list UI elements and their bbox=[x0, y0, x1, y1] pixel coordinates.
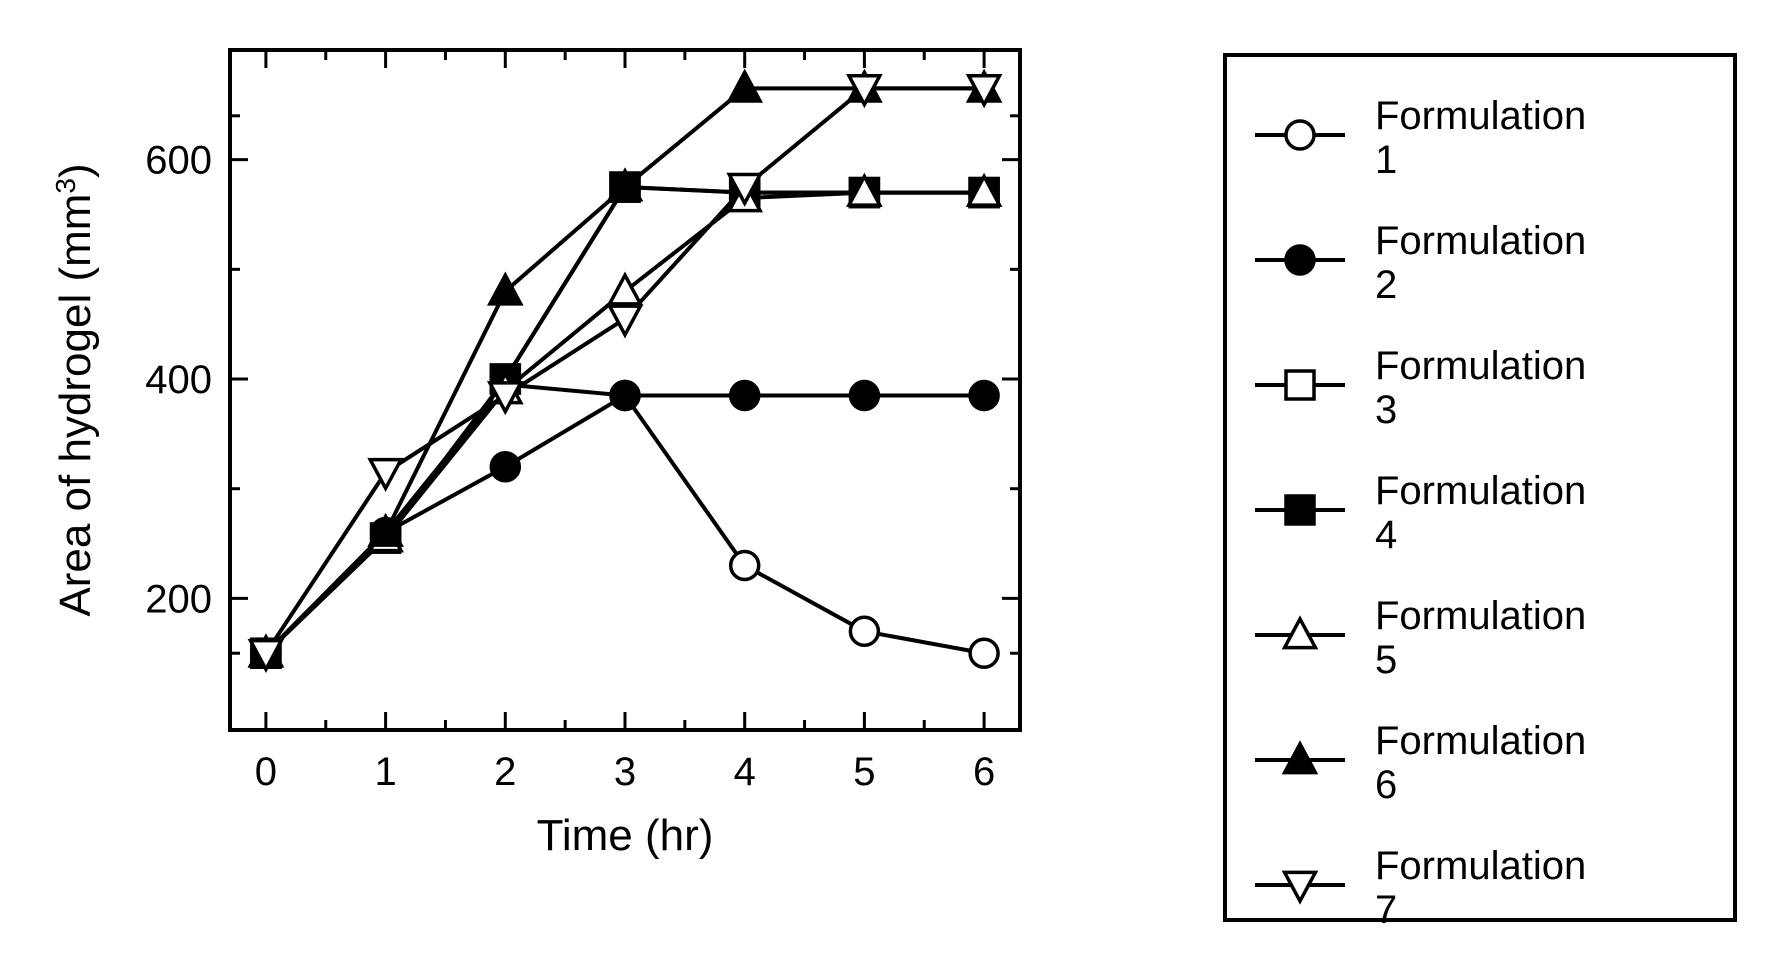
circle-filled-icon bbox=[731, 381, 759, 409]
xtick-label: 2 bbox=[494, 750, 516, 794]
chart-svg: 0 1 2 3 4 5 6 200 400 600 Time (hr) Area of hydroge… bbox=[0, 0, 1784, 970]
legend-group: Formulation1Formulation2Formulation3Form… bbox=[1255, 94, 1586, 932]
triangle-down-open-icon bbox=[610, 306, 641, 335]
series-line bbox=[266, 193, 984, 654]
legend-label-line1: Formulation bbox=[1375, 594, 1586, 638]
series-f5 bbox=[251, 176, 1000, 665]
chart-container: 0 1 2 3 4 5 6 200 400 600 Time (hr) Area of hydroge… bbox=[0, 0, 1784, 970]
xtick-label: 3 bbox=[614, 750, 636, 794]
square-filled-icon bbox=[1286, 496, 1314, 524]
circle-filled-icon bbox=[491, 453, 519, 481]
circle-filled-icon bbox=[850, 381, 878, 409]
xtick-label: 1 bbox=[374, 750, 396, 794]
triangle-down-open-icon bbox=[370, 460, 401, 489]
legend-label-line1: Formulation bbox=[1375, 344, 1586, 388]
xtick-label: 0 bbox=[255, 750, 277, 794]
legend-label-line1: Formulation bbox=[1375, 219, 1586, 263]
legend-label-line1: Formulation bbox=[1375, 719, 1586, 763]
circle-open-icon bbox=[1286, 121, 1314, 149]
legend-label-line2: 1 bbox=[1375, 138, 1397, 182]
legend-label-line2: 7 bbox=[1375, 888, 1397, 932]
circle-open-icon bbox=[850, 617, 878, 645]
circle-open-icon bbox=[731, 551, 759, 579]
xtick-label: 5 bbox=[853, 750, 875, 794]
legend-label-line2: 5 bbox=[1375, 638, 1397, 682]
ytick-label: 400 bbox=[145, 358, 212, 402]
series-f4 bbox=[252, 173, 998, 667]
legend-label-line2: 4 bbox=[1375, 513, 1397, 557]
series-f1 bbox=[252, 371, 998, 668]
triangle-up-open-icon bbox=[610, 275, 641, 304]
y-axis-label: Area of hydrogel (mm3) bbox=[50, 163, 101, 616]
ytick-label: 200 bbox=[145, 577, 212, 621]
xtick-label: 6 bbox=[973, 750, 995, 794]
circle-filled-icon bbox=[611, 381, 639, 409]
y-axis-label-group: Area of hydrogel (mm3) bbox=[50, 163, 101, 616]
ytick-label: 600 bbox=[145, 139, 212, 183]
legend-label-line1: Formulation bbox=[1375, 844, 1586, 888]
legend-label-line2: 2 bbox=[1375, 263, 1397, 307]
circle-open-icon bbox=[970, 639, 998, 667]
legend-label-line1: Formulation bbox=[1375, 94, 1586, 138]
series-line bbox=[266, 385, 984, 654]
circle-filled-icon bbox=[970, 381, 998, 409]
xtick-label: 4 bbox=[734, 750, 756, 794]
square-open-icon bbox=[1286, 371, 1314, 399]
circle-filled-icon bbox=[1286, 246, 1314, 274]
legend-label-line2: 6 bbox=[1375, 763, 1397, 807]
x-axis-label: Time (hr) bbox=[537, 811, 714, 860]
series-f6 bbox=[251, 72, 1000, 666]
legend-label-line2: 3 bbox=[1375, 388, 1397, 432]
series-group bbox=[251, 72, 1000, 669]
legend-label-line1: Formulation bbox=[1375, 469, 1586, 513]
series-f3 bbox=[252, 173, 998, 667]
series-f7 bbox=[251, 76, 1000, 670]
series-f2 bbox=[252, 381, 998, 667]
series-line bbox=[266, 187, 984, 653]
series-line bbox=[266, 187, 984, 653]
